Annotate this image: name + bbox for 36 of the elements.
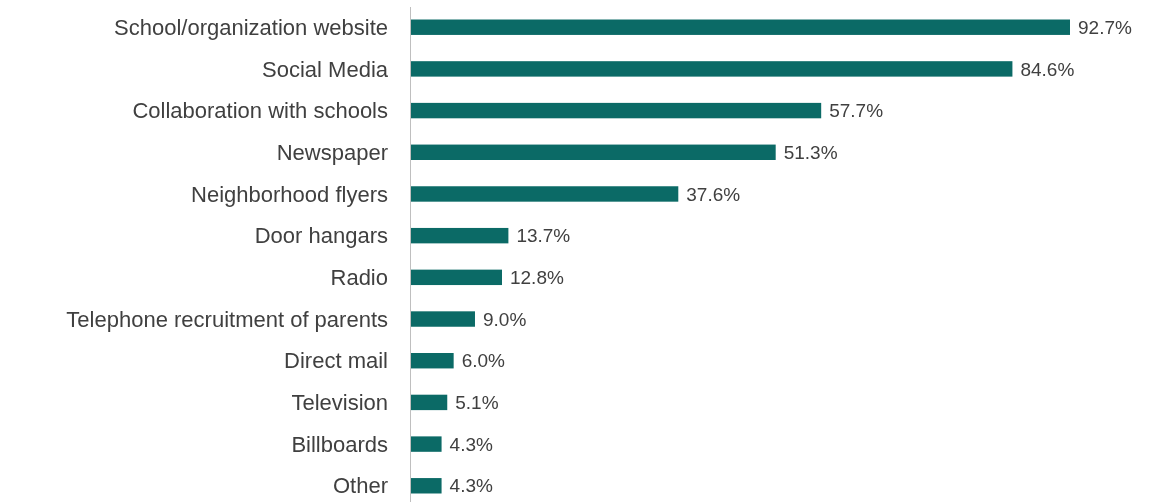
bar — [411, 61, 1013, 77]
y-tick-label: Television — [291, 390, 388, 416]
bar — [411, 311, 475, 327]
bar — [411, 436, 442, 452]
y-tick-label: School/organization website — [114, 14, 388, 40]
data-label: 92.7% — [1078, 16, 1132, 38]
data-label: 9.0% — [482, 308, 527, 330]
bar — [411, 144, 776, 160]
bar — [411, 186, 679, 202]
y-tick-label: Radio — [330, 265, 388, 291]
y-tick-label: Social Media — [262, 56, 389, 82]
data-label: 4.3% — [449, 433, 493, 455]
bar — [411, 353, 454, 369]
data-label: 12.8% — [509, 266, 564, 288]
y-tick-label: Neighborhood flyers — [191, 181, 388, 207]
y-tick-label: Billboards — [291, 431, 388, 457]
data-label: 57.7% — [829, 100, 884, 122]
data-label: 84.6% — [1020, 58, 1075, 80]
data-label: 5.1% — [455, 392, 499, 414]
bar — [411, 102, 822, 119]
y-tick-label: Newspaper — [276, 139, 388, 165]
y-tick-label: Other — [332, 473, 388, 499]
y-tick-label: Direct mail — [284, 348, 388, 374]
data-label: 4.3% — [449, 475, 493, 497]
bar — [411, 19, 1070, 35]
bar — [411, 394, 448, 411]
bar — [411, 269, 502, 286]
bar — [411, 478, 442, 494]
data-label: 51.3% — [783, 141, 838, 163]
data-label: 6.0% — [461, 350, 506, 372]
bar — [411, 227, 509, 244]
y-tick-label: Door hangars — [254, 223, 388, 249]
data-label: 13.7% — [516, 225, 571, 247]
y-tick-label: Collaboration with schools — [132, 98, 388, 124]
y-tick-label: Telephone recruitment of parents — [66, 306, 388, 332]
data-label: 37.6% — [686, 183, 741, 205]
